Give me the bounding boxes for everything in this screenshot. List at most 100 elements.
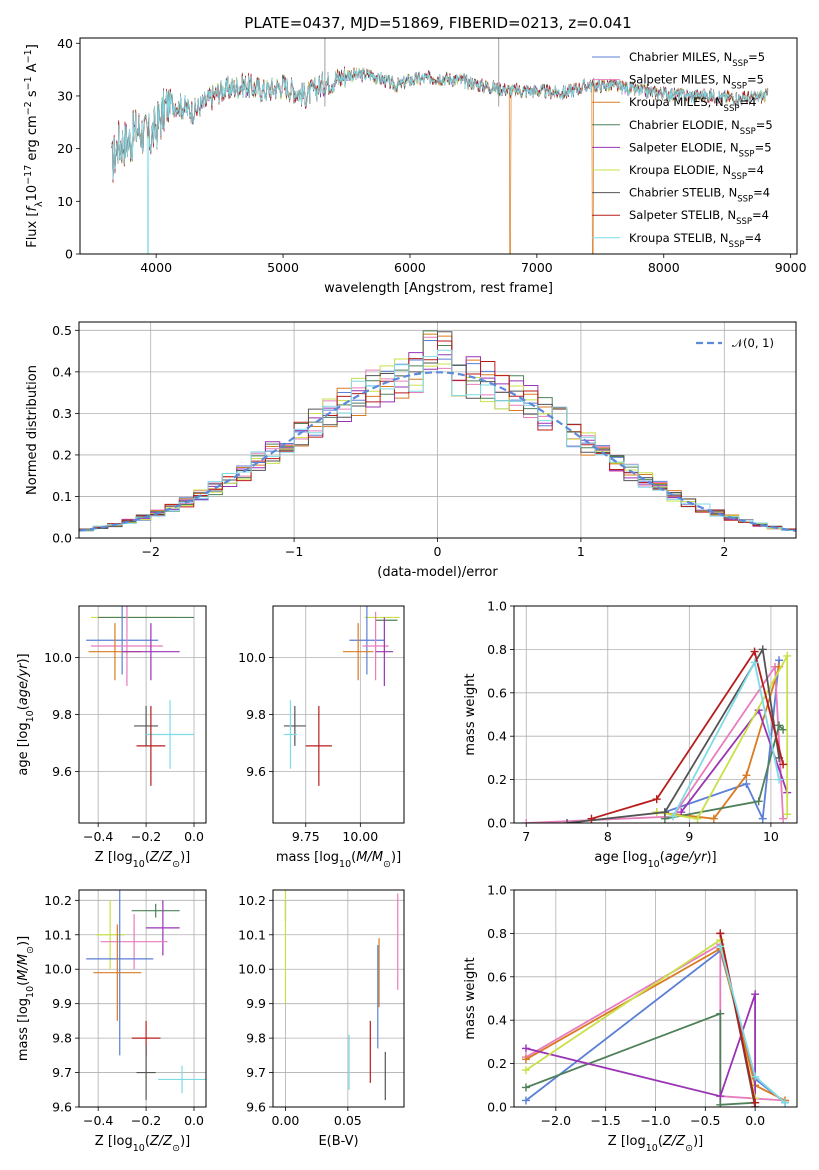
label-part: (: [351, 850, 356, 865]
spectrum-line: [111, 67, 769, 254]
y-tick-label: 0.0: [487, 1100, 507, 1115]
y-tick-label: 10: [57, 194, 73, 209]
label-part: Flux [: [25, 212, 40, 248]
y-tick-label: 0.6: [487, 685, 507, 700]
legend-nssp: =4: [753, 186, 770, 200]
x-tick-label: 9000: [775, 260, 807, 275]
y-tick-label: 9.8: [246, 707, 266, 722]
legend-sub: SSP: [732, 59, 748, 69]
legend-sub: SSP: [739, 149, 755, 159]
x-tick-label: 1: [577, 544, 585, 559]
legend-label: Kroupa STELIB, NSSP=4: [629, 231, 761, 250]
x-tick-label: 10: [763, 829, 779, 844]
plot-area-mass-vs-Z: [86, 890, 206, 1101]
label-part: )]: [180, 850, 190, 865]
y-axis-label: Flux [fλ10−17 erg cm−2 s−1 A−1]: [23, 44, 45, 248]
x-tick-label: −0.4: [83, 1113, 113, 1128]
legend-nssp: =4: [744, 231, 761, 245]
x-tick-label: 0.05: [334, 1113, 362, 1128]
legend-model: Salpeter ELODIE, N: [629, 140, 739, 154]
x-axis-label: wavelength [Angstrom, rest frame]: [324, 281, 553, 296]
x-axis-label: (data-model)/error: [377, 565, 498, 580]
x-axis-label: E(B-V): [318, 1134, 358, 1149]
axes-spectrum: 4000 5000 6000 7000 8000 9000 0 10 20 30 40 PLATE=0…: [23, 14, 807, 296]
legend-label: Chabrier ELODIE, NSSP=5: [629, 118, 773, 137]
label-part: −17: [23, 165, 34, 185]
label-part: (: [660, 850, 665, 865]
y-tick-label: 0.8: [487, 642, 507, 657]
x-tick-label: −1.0: [640, 1113, 670, 1128]
y-axis-label: mass weight: [463, 673, 478, 755]
label-part: 10: [646, 1143, 658, 1154]
y-tick-label: 0.4: [487, 1013, 507, 1028]
label-part: A: [25, 63, 40, 76]
y-axis-label: mass [log10(M/M⊙)]: [16, 936, 36, 1061]
plot-area-spectrum: [111, 38, 769, 254]
label-part: 10: [339, 859, 351, 870]
axes-frame: [78, 605, 207, 824]
y-tick-label: 0.4: [487, 729, 507, 744]
label-part: )]: [16, 653, 31, 663]
y-tick-label: 9.8: [246, 1031, 266, 1046]
legend-label: Chabrier MILES, NSSP=5: [629, 50, 765, 69]
y-tick-label: 9.6: [246, 764, 266, 779]
label-part: ⊙: [172, 1143, 180, 1154]
label-part: −1: [23, 76, 34, 90]
label-part: 10: [648, 859, 660, 870]
axes-frame: [79, 37, 798, 255]
x-tick-label: 8: [604, 829, 612, 844]
legend-nssp: =4: [739, 95, 756, 109]
weight-line: [591, 649, 784, 820]
y-tick-label: 9.6: [52, 1100, 72, 1115]
x-tick-label: 0.0: [184, 829, 204, 844]
x-tick-label: −1.5: [590, 1113, 620, 1128]
label-part: Z [log: [95, 1134, 133, 1149]
label-part: Z [log: [95, 850, 133, 865]
label-part: (: [658, 1134, 663, 1149]
x-tick-label: 5000: [267, 260, 299, 275]
legend-label: Salpeter STELIB, NSSP=4: [629, 208, 769, 227]
label-part: ⊙: [25, 946, 36, 954]
label-part: 10: [25, 185, 40, 202]
label-part: Z [log: [608, 1134, 646, 1149]
x-axis-label: age [log10(age/yr)]: [594, 850, 716, 870]
legend-model: Kroupa STELIB, N: [629, 231, 729, 245]
y-axis-label: Normed distribution: [25, 365, 40, 495]
y-axis-label: mass weight: [463, 957, 478, 1039]
label-part: Z/Z: [149, 850, 173, 865]
label-part: ]: [25, 44, 40, 49]
x-tick-label: 7000: [521, 260, 553, 275]
y-tick-label: 9.8: [52, 707, 72, 722]
y-tick-label: 30: [57, 88, 73, 103]
x-tick-label: 4000: [140, 260, 172, 275]
plot-area-massweight-vs-age: [522, 645, 792, 823]
x-tick-label: 0.00: [272, 1113, 300, 1128]
legend-sub: SSP: [731, 172, 747, 182]
legend-model: Chabrier STELIB, N: [629, 186, 737, 200]
label-part: 10: [25, 986, 36, 998]
axes-mass-vs-Z: −0.4 −0.2 0.0 9.6 9.7 9.8 9.9 10.0 10.1 10.2 Z [lo…: [16, 889, 207, 1154]
label-part: f: [25, 205, 40, 212]
label-part: )]: [16, 936, 31, 946]
x-tick-label: 7: [522, 829, 530, 844]
y-tick-label: 0.2: [52, 447, 72, 462]
chart-title: PLATE=0437, MJD=51869, FIBERID=0213, z=0…: [244, 14, 631, 32]
legend-sub: SSP: [737, 195, 753, 205]
legend-nssp: =5: [747, 73, 764, 87]
legend-nssp: =5: [748, 50, 765, 64]
x-tick-label: −2: [141, 544, 159, 559]
axes-mass-vs-ebv: 0.00 0.05 9.6 9.7 9.8 9.9 10.0 10.1 10.2 E(B-V): [238, 889, 405, 1149]
label-part: )]: [693, 1134, 703, 1149]
label-part: M/M: [356, 850, 383, 865]
y-tick-label: 10.1: [238, 927, 266, 942]
y-tick-label: 9.6: [52, 764, 72, 779]
axes-frame: [272, 605, 405, 824]
y-tick-label: 0.0: [52, 531, 72, 546]
label-part: ⊙: [172, 859, 180, 870]
legend-label: Salpeter ELODIE, NSSP=5: [629, 140, 772, 159]
x-tick-label: −0.2: [131, 1113, 161, 1128]
y-tick-label: 10.0: [238, 962, 266, 977]
legend-model: Salpeter MILES, N: [629, 73, 731, 87]
y-tick-label: 9.6: [246, 1100, 266, 1115]
